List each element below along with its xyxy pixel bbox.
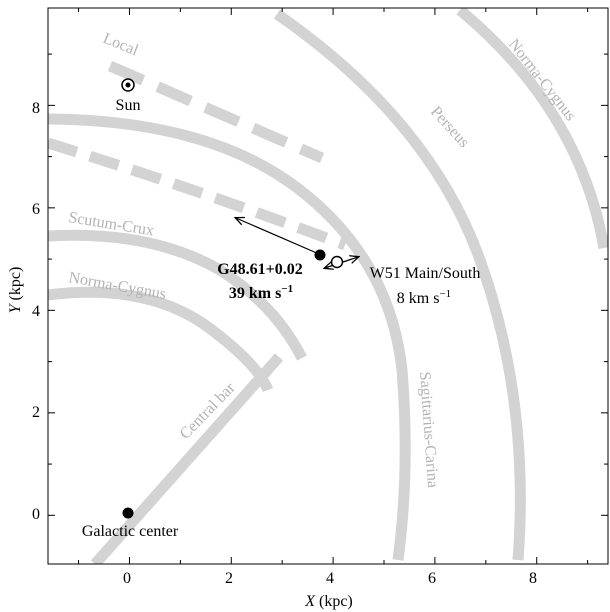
x-tick-label: 6 xyxy=(428,570,436,587)
sagittarius-carina-label: Sagittarius-Carina xyxy=(416,371,441,488)
y-axis-title: Y (kpc) xyxy=(7,267,24,314)
central-bar xyxy=(90,353,284,564)
y-tick-label: 0 xyxy=(32,506,40,523)
y-tick-label: 2 xyxy=(32,404,40,421)
sun-label: Sun xyxy=(116,97,141,114)
local-arm-label: Local xyxy=(101,30,142,60)
x-axis-title: X (kpc) xyxy=(304,593,353,610)
sagittarius-carina-arm xyxy=(48,113,411,561)
local-arm xyxy=(107,60,325,164)
x-tick-label: 2 xyxy=(225,570,233,587)
scutum-crux-arm xyxy=(48,229,307,361)
y-tick-label: 8 xyxy=(32,100,40,117)
axis-ticks xyxy=(48,8,608,564)
perseus-arm-label: Perseus xyxy=(427,103,472,151)
g48-velocity-label: 39 km s−1 xyxy=(229,283,293,302)
galactic-center-label: Galactic center xyxy=(82,523,179,540)
perseus-arm xyxy=(273,9,526,561)
y-tick-labels: 0 2 4 6 8 xyxy=(32,100,40,523)
w51-source-marker xyxy=(330,255,344,269)
g48-motion-arrow xyxy=(236,218,320,255)
w51-name-label: W51 Main/South xyxy=(370,265,481,282)
norma-cygnus-outer-arm xyxy=(456,8,608,249)
g48-source-marker xyxy=(314,249,326,261)
y-tick-label: 6 xyxy=(32,201,40,218)
x-tick-labels: 0 2 4 6 8 xyxy=(123,570,537,587)
norma-cygnus-inner-arm xyxy=(48,286,274,393)
galactic-center-marker xyxy=(122,507,134,519)
x-tick-label: 8 xyxy=(529,570,537,587)
plot-frame xyxy=(47,7,609,565)
w51-velocity-label: 8 km s−1 xyxy=(397,288,451,307)
sun-marker xyxy=(121,78,135,92)
x-tick-label: 0 xyxy=(123,570,131,587)
sagittarius-carina-dashed-segment xyxy=(48,137,347,251)
y-tick-label: 4 xyxy=(32,303,40,320)
g48-name-label: G48.61+0.02 xyxy=(217,261,303,278)
x-tick-label: 4 xyxy=(326,570,334,587)
norma-cygnus-outer-label: Norma-Cygnus xyxy=(505,36,579,124)
